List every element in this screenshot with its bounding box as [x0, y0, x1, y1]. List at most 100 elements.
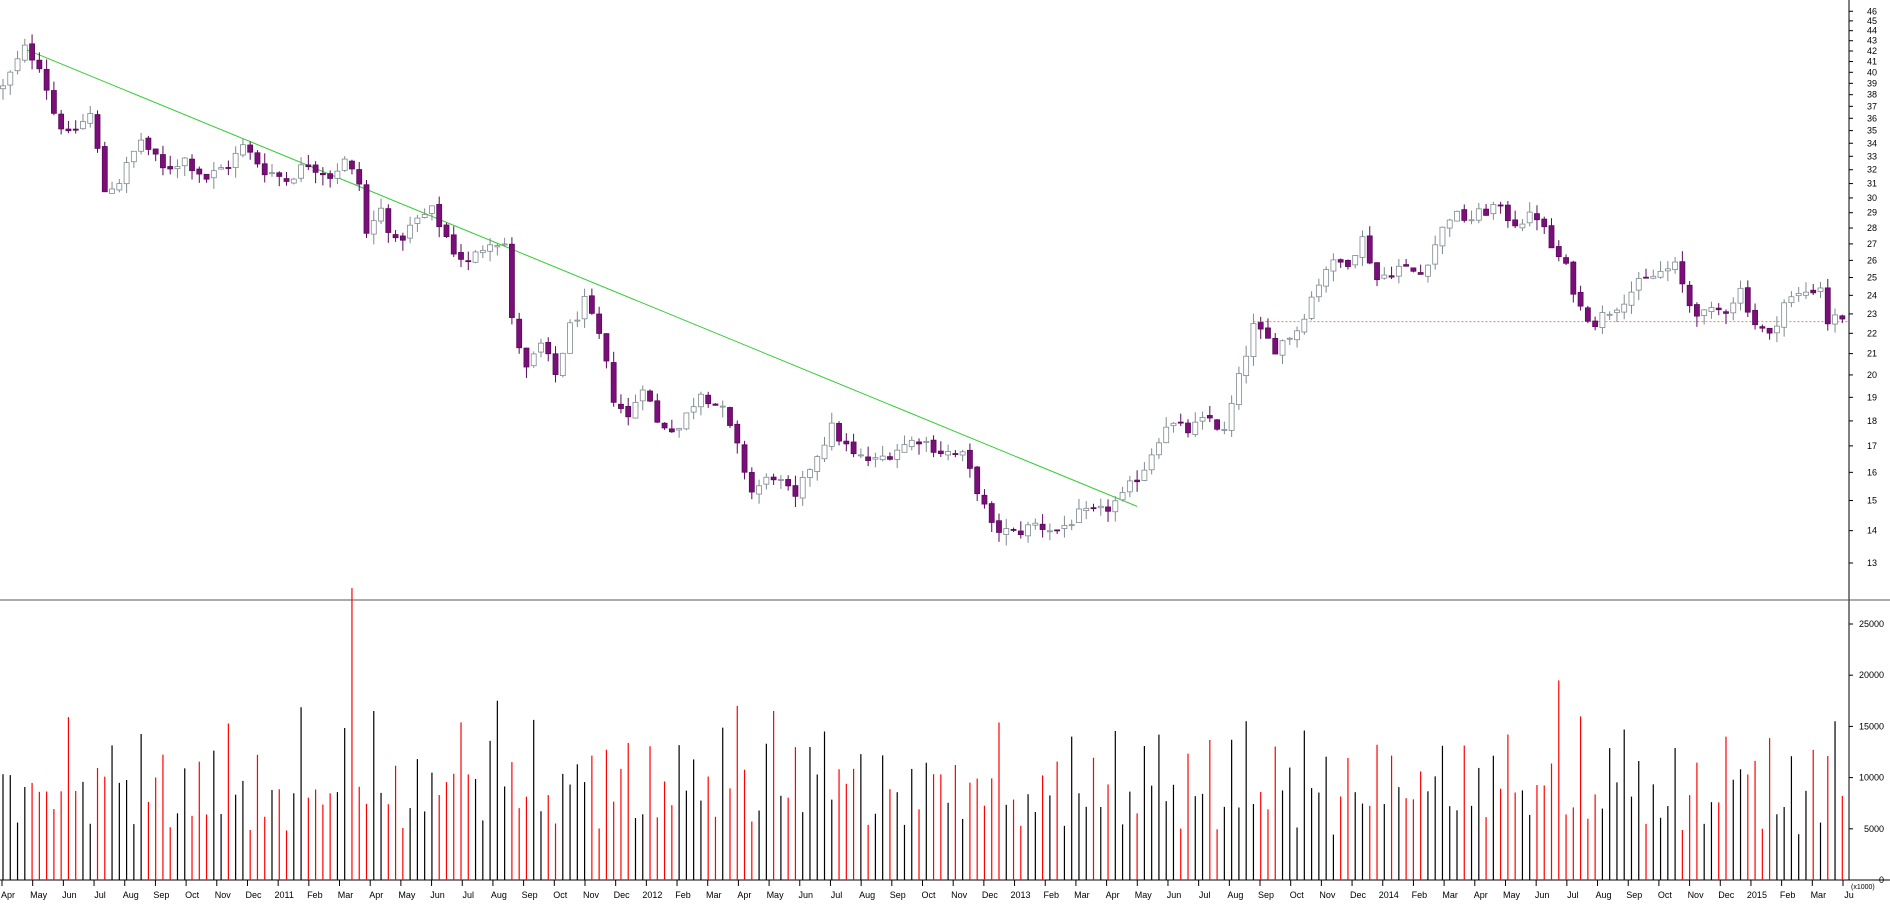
candle-down: [36, 59, 43, 70]
candle-down: [981, 494, 988, 505]
price-tick-label: 21: [1867, 349, 1877, 359]
candle-down: [327, 173, 334, 179]
candle-up: [421, 214, 428, 218]
time-tick-label: Sep: [1258, 890, 1274, 900]
candle-up: [1141, 469, 1148, 481]
candle-up: [174, 166, 181, 170]
candle-down: [1374, 262, 1380, 281]
candle-down: [1461, 209, 1468, 221]
candle-down: [29, 43, 35, 61]
candle-down: [996, 520, 1002, 533]
candle-down: [1824, 287, 1831, 325]
candle-up: [1236, 373, 1242, 405]
candle-up: [690, 406, 697, 413]
candle-up: [1519, 223, 1526, 229]
trendline-layer: [24, 48, 1849, 507]
candle-up: [181, 157, 188, 167]
candle-up: [378, 207, 384, 222]
time-tick-label: Nov: [215, 890, 232, 900]
time-tick-label: Jul: [462, 890, 474, 900]
candle-down: [1214, 419, 1220, 430]
candles-layer: [0, 34, 1846, 546]
price-tick-label: 13: [1867, 558, 1877, 568]
price-tick-label: 20: [1867, 370, 1877, 380]
candle-down: [312, 164, 319, 173]
time-tick-label: Jul: [1199, 890, 1211, 900]
candle-up: [945, 451, 951, 456]
candle-up: [7, 71, 14, 86]
candle-up: [799, 476, 806, 499]
price-tick-label: 31: [1867, 179, 1877, 189]
candle-down: [967, 449, 973, 469]
candle-down: [225, 167, 232, 169]
candle-down: [836, 422, 842, 442]
candle-down: [363, 184, 370, 234]
time-tick-label: Aug: [491, 890, 507, 900]
candle-up: [1097, 505, 1104, 509]
candle-down: [1715, 307, 1722, 311]
candle-up: [777, 479, 784, 481]
candle-up: [1795, 293, 1802, 297]
price-tick-label: 39: [1867, 78, 1877, 88]
time-tick-label: Jun: [799, 890, 814, 900]
candle-up: [87, 113, 94, 124]
price-tick-label: 33: [1867, 151, 1877, 161]
candle-up: [756, 485, 762, 495]
candle-up: [218, 167, 225, 170]
candle-up: [1046, 530, 1053, 533]
time-tick-label: Sep: [522, 890, 538, 900]
candle-down: [58, 113, 65, 130]
candle-up: [857, 454, 864, 457]
candle-up: [1614, 309, 1620, 314]
time-tick-label: Oct: [553, 890, 568, 900]
candle-down: [465, 260, 472, 263]
candle-down: [1403, 264, 1410, 267]
price-axis: 13 14 15 16 17 18 19 20 21 22 23 24 25 26 27 28 29 30 31 32…: [0, 0, 1890, 881]
candle-up: [1439, 226, 1446, 247]
candle-up: [109, 188, 115, 194]
candle-up: [494, 245, 501, 248]
time-tick-label: Apr: [737, 890, 751, 900]
candle-down: [792, 485, 799, 497]
time-tick-label: Jul: [94, 890, 106, 900]
time-tick-label: Aug: [123, 890, 139, 900]
candle-up: [1664, 268, 1671, 272]
time-tick-label: Nov: [1688, 890, 1705, 900]
candle-up: [487, 244, 493, 252]
candle-down: [72, 128, 79, 131]
candle-down: [283, 178, 290, 182]
candle-up: [894, 449, 901, 460]
candle-down: [1206, 415, 1213, 419]
candle-up: [1330, 259, 1337, 272]
candle-up: [80, 121, 86, 130]
candle-up: [1221, 429, 1228, 431]
candle-up: [232, 152, 239, 168]
time-tick-label: Dec: [245, 890, 262, 900]
candle-down: [1497, 204, 1504, 207]
candle-down: [1345, 259, 1351, 267]
candle-up: [1832, 314, 1838, 325]
candle-up: [21, 44, 28, 61]
candle-down: [1504, 204, 1511, 221]
time-tick-label: Nov: [951, 890, 968, 900]
candle-up: [1381, 274, 1388, 279]
candle-down: [1265, 327, 1271, 339]
candle-up: [414, 217, 421, 224]
candle-down: [1584, 307, 1591, 322]
candle-up: [334, 170, 341, 179]
price-tick-label: 44: [1867, 26, 1877, 36]
candle-up: [683, 412, 690, 430]
candle-down: [1410, 267, 1417, 272]
price-tick-label: 41: [1867, 57, 1877, 67]
candle-down: [443, 224, 450, 238]
candle-up: [1294, 330, 1300, 341]
candle-down: [450, 234, 457, 255]
candle-down: [508, 243, 515, 318]
volume-tick-label: 25000: [1859, 619, 1884, 629]
price-tick-label: 45: [1867, 16, 1877, 26]
time-tick-label: May: [398, 890, 416, 900]
candle-up: [639, 389, 646, 402]
time-tick-label: May: [1135, 890, 1153, 900]
downtrend-line: [24, 48, 1138, 507]
candle-down: [1134, 479, 1141, 483]
